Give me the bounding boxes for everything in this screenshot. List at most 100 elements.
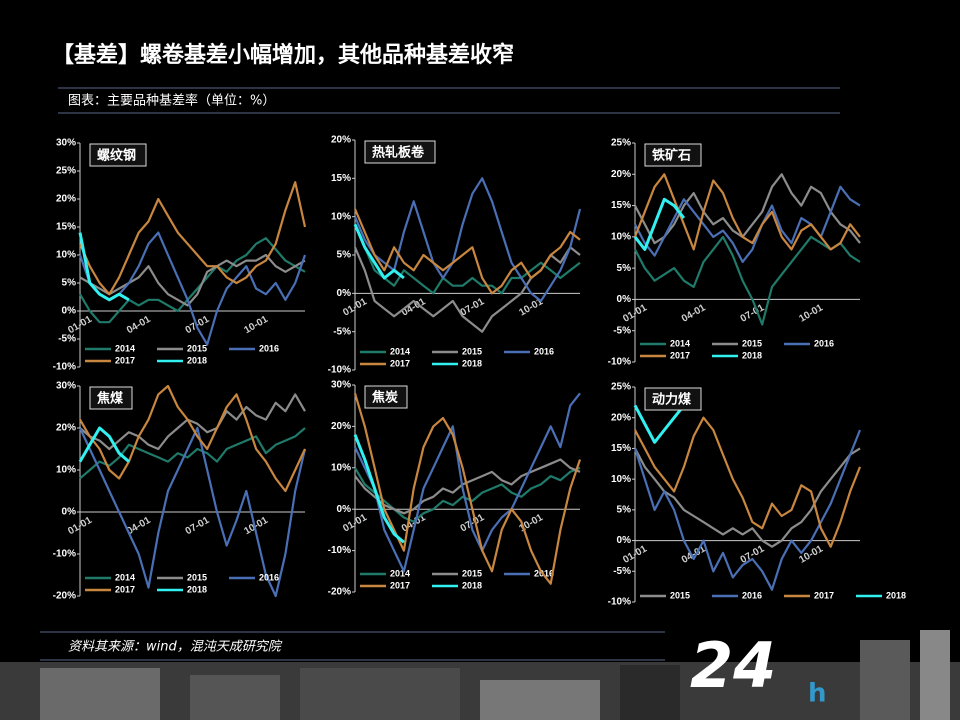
y-tick-label: 10% [611,231,631,242]
series-line [634,173,861,245]
chart-title: 焦炭 [371,390,398,406]
y-tick-label: 20% [611,412,631,423]
series-line [79,384,306,493]
series-line [634,447,861,548]
legend-label: 2014 [115,343,135,353]
y-tick-label: 15% [331,173,351,184]
source-note: 资料其来源：wind，混沌天成研究院 [68,639,283,655]
y-tick-label: 20% [56,423,76,434]
series-line [633,173,861,251]
legend-label: 2017 [390,358,410,368]
legend-label: 2018 [462,358,482,368]
series-line [353,223,581,295]
legend-label: 2016 [814,338,834,348]
y-tick-label: 20% [611,169,631,180]
y-tick-label: 10% [56,250,76,261]
series-line [634,235,861,326]
logo-suffix: h [808,679,827,709]
series-line [79,426,307,598]
legend-label: 2014 [115,572,135,582]
legend-label: 2017 [814,590,834,600]
legend-label: 2017 [115,584,135,594]
series-line [78,232,130,302]
slide-title: 【基差】螺卷基差小幅增加，其他品种基差收窄 [52,42,514,68]
y-tick-label: 30% [56,381,76,392]
legend-label: 2017 [670,350,690,360]
footer-decoration [0,630,960,720]
y-tick-label: 5% [337,250,352,261]
y-tick-label: -20% [53,591,76,602]
chart-title-box [644,387,702,411]
legend-label: 2017 [390,580,410,590]
legend-label: 2018 [187,584,207,594]
legend-label: 2014 [390,568,410,578]
y-tick-label: 5% [617,263,632,274]
series-line [634,416,862,548]
y-tick-label: 0% [337,288,352,299]
y-tick-label: 10% [56,465,76,476]
y-tick-label: 0% [62,507,77,518]
y-tick-label: 20% [56,194,76,205]
series-line [353,177,582,303]
legend-label: 2018 [462,580,482,590]
series-line [354,392,581,573]
series-line [79,237,306,324]
series-line [634,185,861,263]
y-tick-label: 30% [56,138,76,149]
legend-label: 2016 [534,568,554,578]
y-tick-label: -10% [608,357,631,368]
y-tick-label: 5% [617,504,632,515]
series-line [78,181,307,296]
chart-title-box [644,143,702,167]
chart-title: 动力煤 [652,392,691,408]
y-tick-label: 15% [611,200,631,211]
legend-label: 2016 [259,343,279,353]
y-tick-label: -10% [328,365,351,376]
y-tick-label: 0% [62,306,77,317]
series-line [79,427,306,480]
subtitle: 图表：主要品种基差率（单位：%） [68,93,275,109]
legend-label: 2016 [534,346,554,356]
chart-title: 焦煤 [96,391,123,407]
y-tick-label: -10% [328,545,351,556]
y-tick-label: 30% [331,380,351,391]
y-tick-label: -5% [613,566,631,577]
series-line [79,393,306,451]
chart-title: 螺纹钢 [97,148,136,164]
y-tick-label: -10% [608,597,631,608]
legend-label: 2015 [742,338,762,348]
y-tick-label: -10% [53,549,76,560]
y-tick-label: 0% [337,504,352,515]
y-tick-label: -20% [328,587,351,598]
legend-label: 2015 [187,572,207,582]
legend-label: 2017 [115,355,135,365]
chart-title-box [364,385,408,409]
legend-label: 2015 [462,346,482,356]
y-tick-label: -5% [613,325,631,336]
legend-label: 2015 [187,343,207,353]
series-line [353,208,581,295]
y-tick-label: 10% [611,474,631,485]
legend-label: 2018 [742,350,762,360]
y-tick-label: 10% [331,462,351,473]
y-tick-label: 25% [56,166,76,177]
series-line [353,434,405,544]
legend-label: 2014 [670,338,690,348]
y-tick-label: 15% [56,222,76,233]
y-tick-label: 10% [331,211,351,222]
legend-label: 2018 [886,590,906,600]
chart-title: 铁矿石 [651,148,691,164]
y-tick-label: -5% [58,334,76,345]
y-tick-label: 0% [617,535,632,546]
y-tick-label: 25% [611,138,631,149]
y-tick-label: 20% [331,421,351,432]
legend-label: 2015 [670,590,690,600]
chart-title: 热轧板卷 [372,145,425,161]
chart-title-box [364,140,436,164]
chart-title-box [89,386,133,410]
series-line [353,223,405,280]
series-line [78,426,130,463]
y-tick-label: 20% [331,135,351,146]
legend-label: 2014 [390,346,410,356]
